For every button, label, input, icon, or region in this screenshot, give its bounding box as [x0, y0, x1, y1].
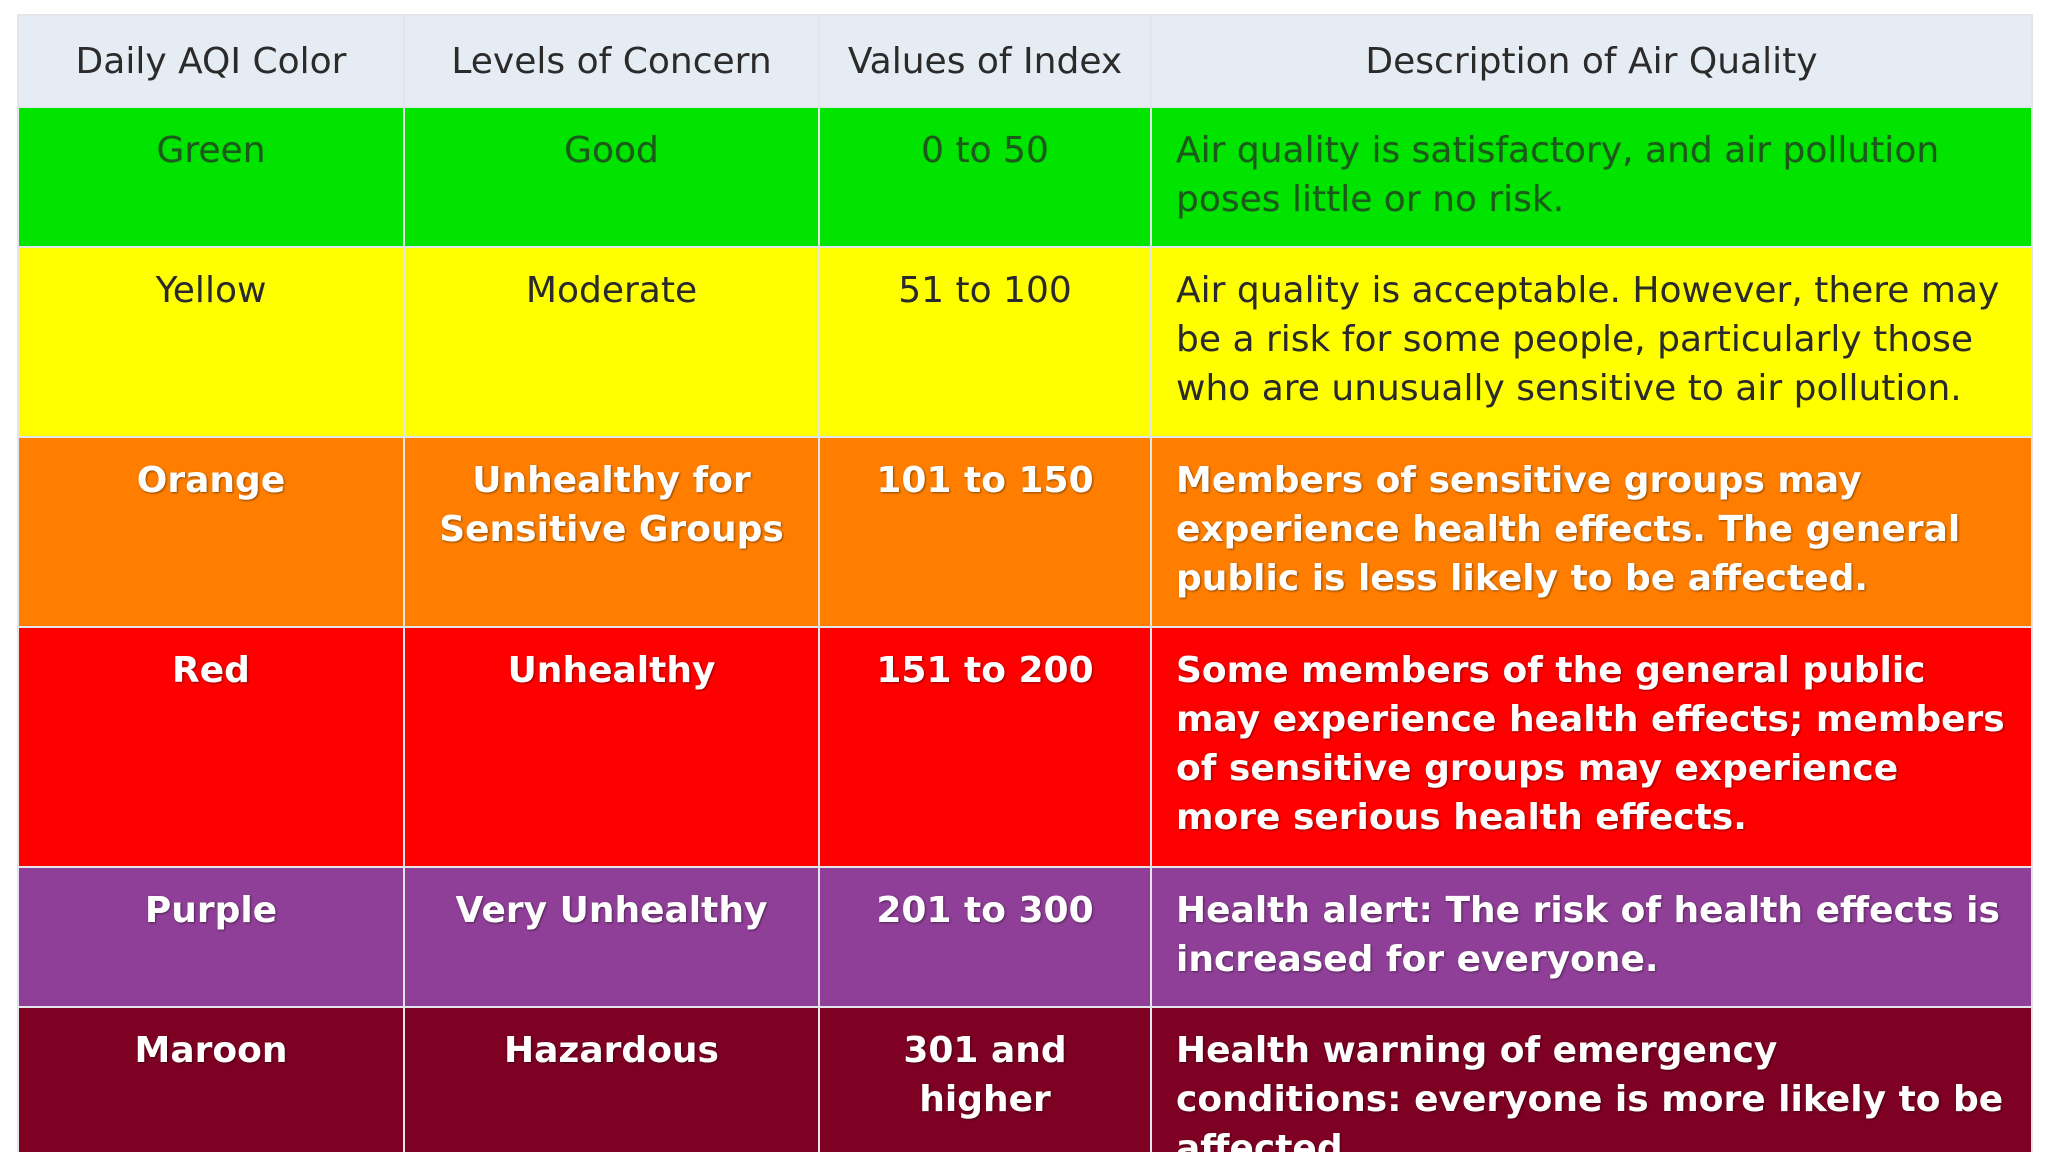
cell-level: Very Unhealthy [403, 866, 820, 1008]
cell-description: Some members of the general public may e… [1150, 626, 2033, 868]
header-description: Description of Air Quality [1150, 14, 2033, 108]
cell-color: Maroon [17, 1006, 405, 1152]
table-row-green: Green Good 0 to 50 Air quality is satisf… [17, 106, 2033, 248]
cell-values: 201 to 300 [818, 866, 1152, 1008]
cell-color: Green [17, 106, 405, 248]
cell-description: Health alert: The risk of health effects… [1150, 866, 2033, 1008]
header-levels-of-concern: Levels of Concern [403, 14, 820, 108]
cell-color: Orange [17, 436, 405, 628]
cell-level: Hazardous [403, 1006, 820, 1152]
table-row-maroon: Maroon Hazardous 301 and higher Health w… [17, 1006, 2033, 1152]
cell-values: 0 to 50 [818, 106, 1152, 248]
cell-description: Air quality is satisfactory, and air pol… [1150, 106, 2033, 248]
cell-description: Air quality is acceptable. However, ther… [1150, 246, 2033, 438]
cell-level: Good [403, 106, 820, 248]
table-row-yellow: Yellow Moderate 51 to 100 Air quality is… [17, 246, 2033, 438]
cell-color: Red [17, 626, 405, 868]
cell-values: 151 to 200 [818, 626, 1152, 868]
cell-values: 51 to 100 [818, 246, 1152, 438]
cell-level: Unhealthy for Sensitive Groups [403, 436, 820, 628]
header-values-of-index: Values of Index [818, 14, 1152, 108]
cell-description: Health warning of emergency conditions: … [1150, 1006, 2033, 1152]
header-daily-aqi-color: Daily AQI Color [17, 14, 405, 108]
cell-values: 301 and higher [818, 1006, 1152, 1152]
table-row-orange: Orange Unhealthy for Sensitive Groups 10… [17, 436, 2033, 628]
table-row-purple: Purple Very Unhealthy 201 to 300 Health … [17, 866, 2033, 1008]
cell-description: Members of sensitive groups may experien… [1150, 436, 2033, 628]
cell-values: 101 to 150 [818, 436, 1152, 628]
table-row-red: Red Unhealthy 151 to 200 Some members of… [17, 626, 2033, 868]
cell-color: Purple [17, 866, 405, 1008]
cell-level: Unhealthy [403, 626, 820, 868]
cell-level: Moderate [403, 246, 820, 438]
table-header-row: Daily AQI Color Levels of Concern Values… [17, 14, 2033, 108]
cell-color: Yellow [17, 246, 405, 438]
aqi-table: Daily AQI Color Levels of Concern Values… [17, 14, 2033, 1152]
